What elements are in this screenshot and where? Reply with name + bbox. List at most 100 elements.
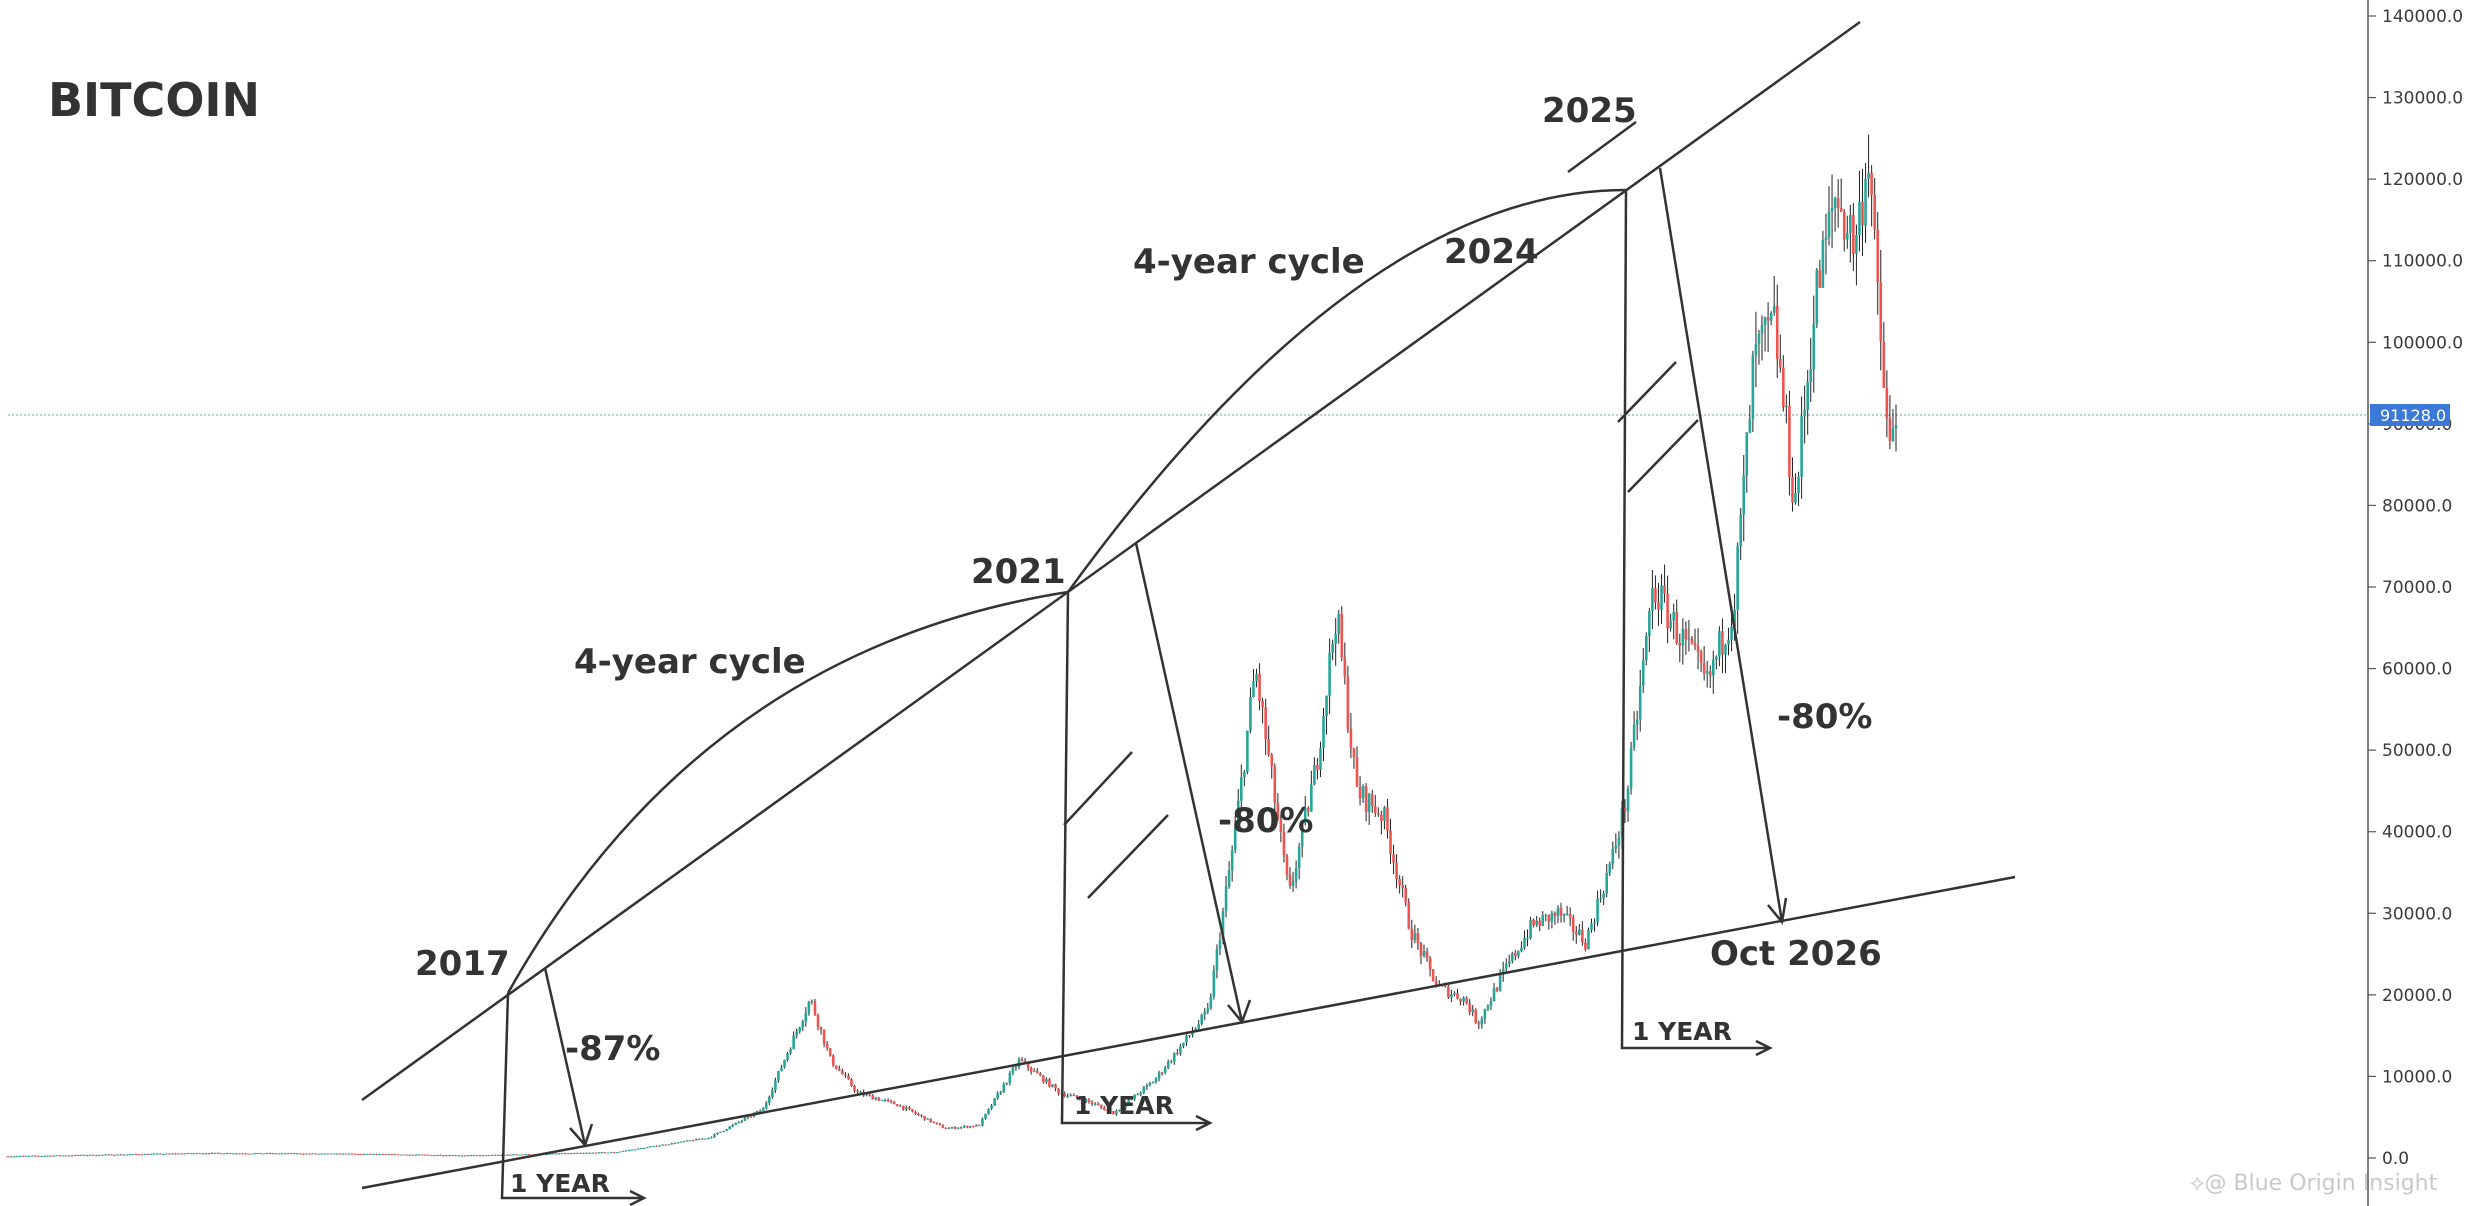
candle-body [606,1152,610,1154]
candle-body [1200,1014,1204,1025]
candle-body [1179,1046,1182,1054]
candle-body [618,1151,622,1153]
candle-body [1517,951,1520,957]
candle-body [978,1124,981,1126]
candle-body [1614,845,1618,849]
candle-body [1425,951,1429,959]
candle-body [868,1094,872,1096]
candle-body [749,1115,753,1117]
target-date-label: Oct 2026 [1710,934,1882,974]
candle-body [305,1153,308,1155]
candle-body [496,1154,500,1156]
candle-body [1885,387,1889,419]
candle-body [1715,656,1718,660]
candle-body [1215,949,1219,971]
candle-body [822,1029,826,1044]
candle-body [317,1153,320,1155]
candle-body [1249,697,1252,731]
candle-body [673,1143,677,1145]
candle-body [1154,1078,1158,1083]
candle-body [98,1154,101,1156]
candle-body [585,1152,588,1154]
arrowheads [569,897,1788,1206]
candle-body [694,1138,698,1141]
candle-body [761,1108,765,1111]
candle-body [12,1156,16,1158]
candle-body [1422,951,1426,957]
candle-body [567,1153,570,1155]
candle-body [1495,988,1499,991]
candle-body [804,1012,808,1022]
candle-body [1160,1072,1164,1074]
candle-body [1045,1079,1048,1083]
candle-body [1565,913,1569,915]
candle-body [920,1114,923,1117]
candle-body [518,1154,521,1156]
candle-body [238,1153,241,1155]
candle-body [1306,808,1310,812]
candle-body [795,1031,798,1036]
candle-body [198,1153,202,1155]
candle-body [612,1152,616,1154]
candle-body [1008,1072,1012,1083]
candle-body [1730,626,1733,640]
candle-body [146,1153,150,1155]
candle-body [1343,656,1347,677]
candle-body [838,1068,841,1071]
candle-body [1617,837,1621,846]
candle-body [661,1144,665,1146]
candle-body [180,1153,183,1155]
candle-body [630,1149,634,1151]
candle-body [853,1085,856,1091]
candle-body [856,1090,859,1093]
candle-body [1815,270,1819,325]
candle-body [932,1122,936,1124]
candle-body [509,1154,512,1156]
candle-body [189,1153,193,1155]
candle-body [1520,947,1523,952]
candle-body [292,1153,296,1155]
candle-body [1678,643,1682,646]
candle-body [1322,716,1325,749]
candle-body [1218,940,1222,950]
candle-body [490,1155,494,1157]
candle-body [923,1116,926,1120]
candle-body [1849,214,1852,234]
candle-body [834,1065,838,1069]
candle-body [1541,915,1545,926]
candle-body [1346,676,1350,729]
candle-body [728,1126,732,1130]
candle-body [1562,913,1566,916]
candle-body [743,1117,747,1121]
candle-body [1632,724,1636,748]
candle-body [968,1126,972,1128]
cycle-arc-1 [506,590,1069,994]
candle-body [1258,673,1261,701]
candle-body [1797,476,1800,494]
candle-body [1294,868,1298,881]
candle-body [1769,312,1773,321]
price-tick-label: 70000.0 [2382,578,2452,598]
candle-body [746,1115,750,1118]
candle-body [454,1155,457,1157]
candle-body [734,1122,738,1125]
candle-body [941,1125,945,1129]
candle-body [1821,239,1825,288]
candle-body [64,1155,68,1157]
candle-body [433,1155,436,1157]
candle-body [1407,902,1411,929]
current-price-tag [2370,404,2450,426]
candle-body [1800,416,1803,477]
candle-body [892,1101,896,1105]
candle-body [959,1127,963,1129]
candle-body [944,1128,948,1130]
candle-body [1133,1094,1137,1099]
candle-body [600,1152,604,1154]
candle-body [975,1124,978,1127]
candle-body [91,1154,95,1156]
candle-body [1081,1099,1085,1102]
candle-body [996,1093,999,1099]
candle-body [500,1155,503,1157]
candle-body [655,1145,658,1147]
candle-body [1005,1082,1009,1085]
